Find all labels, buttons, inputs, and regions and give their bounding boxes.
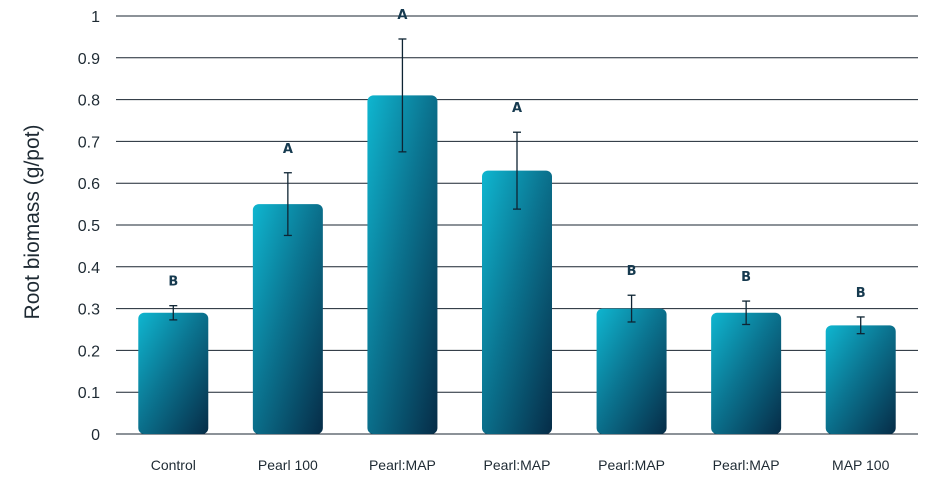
- bar: [596, 308, 667, 434]
- error-bars: [169, 38, 865, 335]
- y-tick-label: 0.1: [78, 385, 100, 402]
- significance-label: B: [856, 286, 866, 301]
- bar: [825, 325, 896, 434]
- x-category-label: Pearl 100: [258, 457, 318, 473]
- y-tick-label: 1: [91, 9, 100, 26]
- y-tick-label: 0.4: [78, 260, 100, 277]
- y-tick-label: 0: [91, 427, 100, 444]
- x-axis-categories: Control Pearl 100 Pearl:MAP Pearl:MAP Pearl:…: [151, 457, 890, 473]
- significance-labels: B A A A B B B: [168, 8, 865, 301]
- significance-label: B: [168, 275, 178, 290]
- y-tick-label: 0.8: [78, 93, 100, 110]
- significance-label: A: [512, 101, 522, 116]
- y-tick-label: 0.9: [78, 51, 100, 68]
- significance-label: B: [741, 270, 751, 285]
- y-tick-label: 0.5: [78, 218, 100, 235]
- significance-label: A: [283, 142, 293, 157]
- x-category-label: Pearl:MAP: [598, 457, 665, 473]
- significance-label: A: [397, 8, 407, 23]
- bar: [138, 312, 209, 434]
- bar: [711, 312, 782, 434]
- y-axis-title: Root biomass (g/pot): [21, 125, 44, 320]
- bars: [138, 95, 896, 435]
- y-tick-label: 0.3: [78, 302, 100, 319]
- x-category-label: Pearl:MAP: [484, 457, 551, 473]
- x-category-label: Control: [151, 457, 196, 473]
- bar: [482, 170, 552, 434]
- bar: [252, 204, 323, 434]
- bar: [367, 95, 438, 435]
- y-tick-label: 0.2: [78, 343, 100, 360]
- x-category-label: Pearl:MAP: [713, 457, 780, 473]
- y-axis-ticks: 0 0.1 0.2 0.3 0.4 0.5 0.6 0.7 0.8 0.9 1: [78, 9, 100, 444]
- x-category-label: Pearl:MAP: [369, 457, 436, 473]
- significance-label: B: [627, 264, 637, 279]
- y-tick-label: 0.6: [78, 176, 100, 193]
- x-category-label: MAP 100: [832, 457, 890, 473]
- y-tick-label: 0.7: [78, 134, 100, 151]
